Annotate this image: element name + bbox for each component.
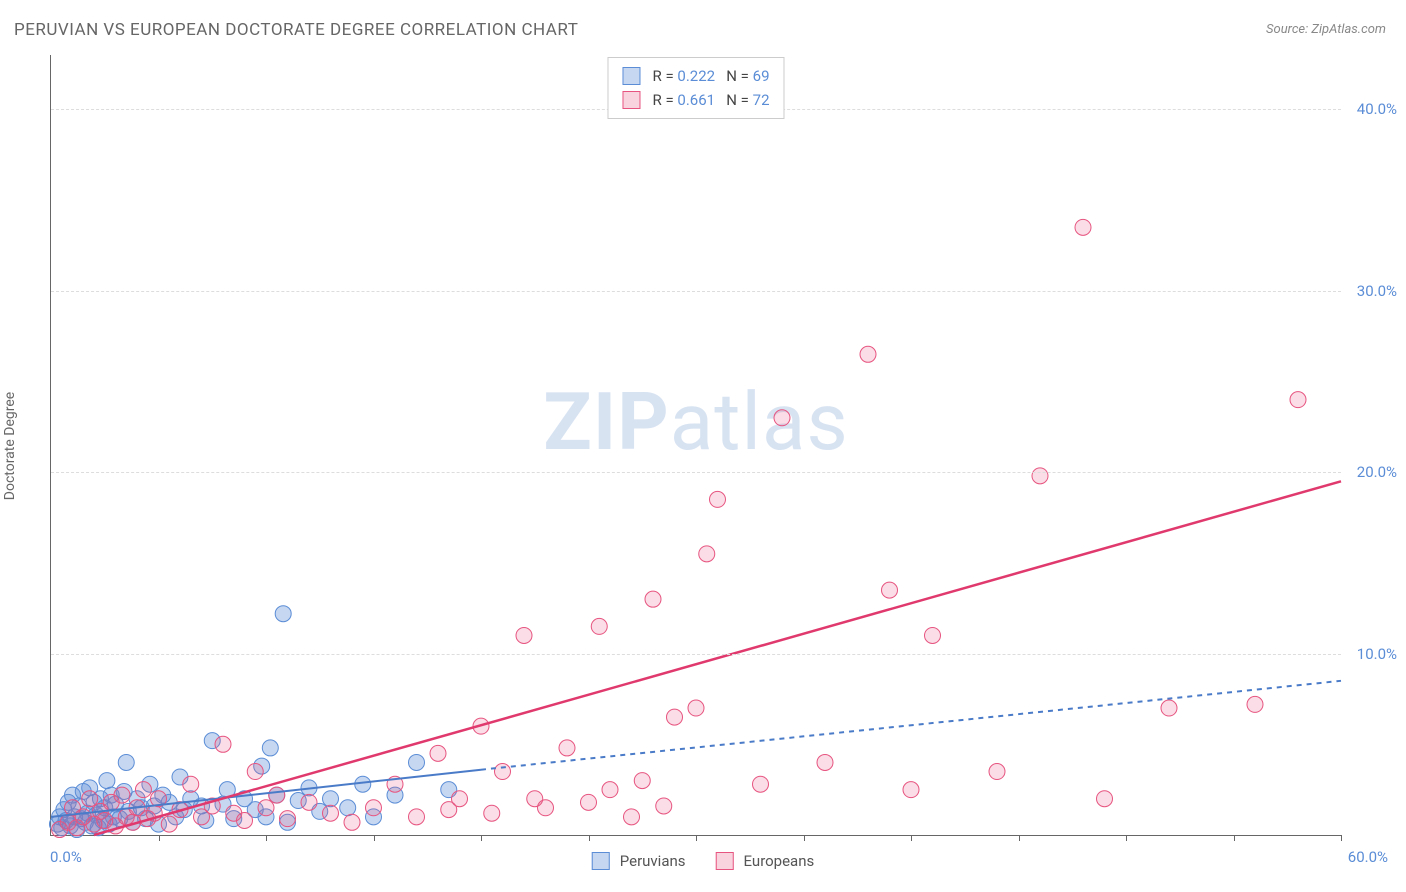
point-european (667, 709, 683, 725)
point-european (301, 794, 317, 810)
point-peruvian (262, 740, 278, 756)
x-tick (696, 835, 697, 841)
point-european (430, 745, 446, 761)
source-attribution: Source: ZipAtlas.com (1266, 22, 1386, 37)
point-european (237, 812, 253, 828)
gridline-h (51, 654, 1341, 655)
x-tick (159, 835, 160, 841)
point-european (688, 700, 704, 716)
point-european (882, 582, 898, 598)
point-european (1097, 791, 1113, 807)
x-tick (266, 835, 267, 841)
legend-row-peruvian: R = 0.222 N = 69 (622, 64, 769, 88)
x-axis-start-label: 0.0% (50, 848, 82, 866)
scatter-svg (51, 55, 1341, 835)
point-european (280, 811, 296, 827)
point-peruvian (118, 754, 134, 770)
chart-title: PERUVIAN VS EUROPEAN DOCTORATE DEGREE CO… (14, 20, 578, 40)
y-tick-label: 30.0% (1357, 282, 1397, 300)
point-peruvian (323, 791, 339, 807)
point-peruvian (340, 800, 356, 816)
legend-item-europeans: Europeans (716, 852, 815, 870)
point-peruvian (99, 773, 115, 789)
y-tick-label: 40.0% (1357, 100, 1397, 118)
point-european (753, 776, 769, 792)
point-european (258, 800, 274, 816)
point-european (366, 800, 382, 816)
x-axis-end-label: 60.0% (1348, 848, 1388, 866)
point-european (323, 805, 339, 821)
point-european (1290, 392, 1306, 408)
point-european (344, 814, 360, 830)
x-tick (481, 835, 482, 841)
point-european (860, 346, 876, 362)
legend-row-european: R = 0.661 N = 72 (622, 88, 769, 112)
y-tick-label: 20.0% (1357, 463, 1397, 481)
point-european (1032, 468, 1048, 484)
point-european (538, 800, 554, 816)
x-tick (1234, 835, 1235, 841)
point-european (903, 782, 919, 798)
point-european (1247, 696, 1263, 712)
gridline-h (51, 472, 1341, 473)
point-european (135, 782, 151, 798)
point-european (710, 491, 726, 507)
legend-item-peruvians: Peruvians (592, 852, 686, 870)
y-tick-label: 10.0% (1357, 645, 1397, 663)
point-european (989, 764, 1005, 780)
swatch-pink-icon (622, 91, 640, 109)
swatch-pink-icon (716, 852, 734, 870)
y-axis-label: Doctorate Degree (2, 392, 18, 500)
point-european (581, 794, 597, 810)
swatch-blue-icon (622, 67, 640, 85)
point-european (817, 754, 833, 770)
point-european (774, 410, 790, 426)
x-tick (804, 835, 805, 841)
gridline-h (51, 291, 1341, 292)
point-european (656, 798, 672, 814)
point-european (1075, 219, 1091, 235)
point-european (624, 809, 640, 825)
point-european (114, 787, 130, 803)
x-tick (911, 835, 912, 841)
point-european (215, 736, 231, 752)
point-european (591, 618, 607, 634)
point-european (82, 791, 98, 807)
point-european (161, 816, 177, 832)
point-european (269, 787, 285, 803)
point-european (1161, 700, 1177, 716)
plot-area: ZIPatlas R = 0.222 N = 69 R = 0.661 N = … (50, 55, 1341, 836)
series-legend: Peruvians Europeans (592, 852, 815, 870)
point-european (409, 809, 425, 825)
point-european (452, 791, 468, 807)
point-european (183, 776, 199, 792)
point-european (645, 591, 661, 607)
trendline-european (94, 481, 1341, 835)
point-european (634, 773, 650, 789)
point-european (516, 627, 532, 643)
x-tick (589, 835, 590, 841)
x-tick (1341, 835, 1342, 841)
point-peruvian (275, 606, 291, 622)
point-european (699, 546, 715, 562)
point-peruvian (409, 754, 425, 770)
x-tick (1019, 835, 1020, 841)
trendline-peruvian-dashed (481, 681, 1341, 770)
point-european (559, 740, 575, 756)
swatch-blue-icon (592, 852, 610, 870)
x-tick (374, 835, 375, 841)
point-european (495, 764, 511, 780)
correlation-legend: R = 0.222 N = 69 R = 0.661 N = 72 (607, 57, 784, 119)
point-european (925, 627, 941, 643)
point-european (247, 764, 263, 780)
point-european (484, 805, 500, 821)
point-european (602, 782, 618, 798)
x-tick (1126, 835, 1127, 841)
